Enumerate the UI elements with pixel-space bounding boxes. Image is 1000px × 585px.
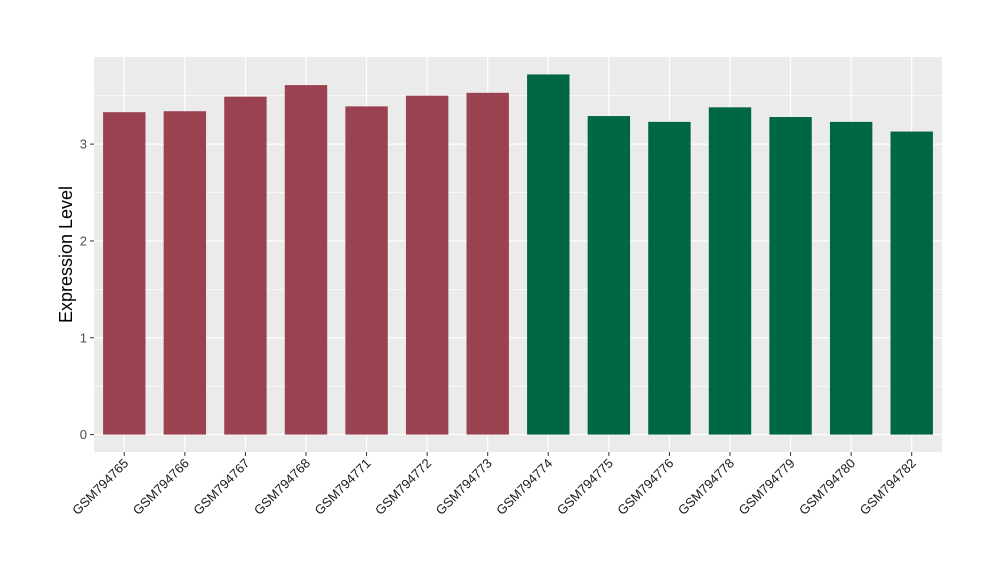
- bar: [163, 111, 207, 435]
- bar: [284, 85, 328, 435]
- plot-panel: [94, 57, 942, 452]
- bar: [769, 117, 812, 435]
- x-tick-label: GSM794780: [796, 456, 858, 518]
- x-tick-label: GSM794767: [190, 456, 252, 518]
- x-tick-label: GSM794775: [554, 456, 616, 518]
- x-tick-label: GSM794779: [735, 456, 797, 518]
- bar: [587, 116, 631, 435]
- y-tick-label: 1: [80, 330, 87, 345]
- x-tick-label: GSM794771: [311, 456, 373, 518]
- bar: [890, 131, 933, 435]
- bar: [829, 121, 873, 435]
- y-tick-label: 3: [80, 137, 87, 152]
- x-tick-label: GSM794778: [675, 456, 737, 518]
- bar: [345, 106, 388, 435]
- y-axis-title: Expression Level: [56, 186, 76, 323]
- x-tick-label: GSM794768: [251, 456, 313, 518]
- bar: [708, 107, 752, 435]
- bar: [466, 92, 509, 435]
- x-tick-label: GSM794772: [372, 456, 434, 518]
- x-tick-label: GSM794766: [130, 456, 192, 518]
- x-tick-label: GSM794776: [614, 456, 676, 518]
- x-axis: GSM794765GSM794766GSM794767GSM794768GSM7…: [69, 452, 919, 518]
- bars-group: [103, 74, 933, 435]
- bar: [224, 96, 267, 435]
- bar: [527, 74, 570, 435]
- bar: [103, 112, 146, 435]
- x-tick-label: GSM794765: [69, 456, 131, 518]
- x-tick-label: GSM794782: [857, 456, 919, 518]
- y-tick-label: 0: [80, 427, 87, 442]
- y-axis: 0 1 2 3: [80, 137, 94, 442]
- bar: [648, 121, 691, 435]
- bar: [405, 95, 449, 435]
- x-tick-label: GSM794773: [433, 456, 495, 518]
- x-tick-label: GSM794774: [493, 456, 555, 518]
- y-tick-label: 2: [80, 233, 87, 248]
